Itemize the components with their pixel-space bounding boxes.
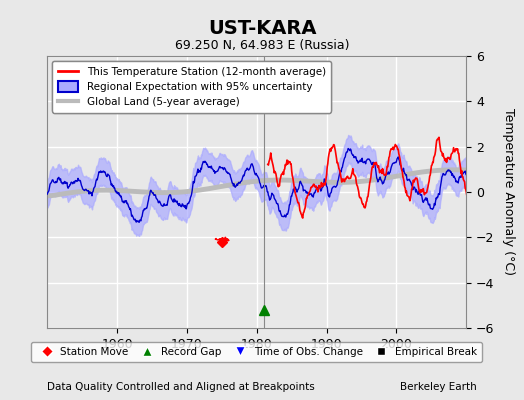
Text: Berkeley Earth: Berkeley Earth bbox=[400, 382, 477, 392]
Legend: Station Move, Record Gap, Time of Obs. Change, Empirical Break: Station Move, Record Gap, Time of Obs. C… bbox=[31, 342, 482, 362]
Legend: This Temperature Station (12-month average), Regional Expectation with 95% uncer: This Temperature Station (12-month avera… bbox=[52, 61, 331, 112]
Y-axis label: Temperature Anomaly (°C): Temperature Anomaly (°C) bbox=[503, 108, 515, 276]
Text: Data Quality Controlled and Aligned at Breakpoints: Data Quality Controlled and Aligned at B… bbox=[47, 382, 315, 392]
Text: 69.250 N, 64.983 E (Russia): 69.250 N, 64.983 E (Russia) bbox=[174, 40, 350, 52]
Text: UST-KARA: UST-KARA bbox=[208, 18, 316, 38]
